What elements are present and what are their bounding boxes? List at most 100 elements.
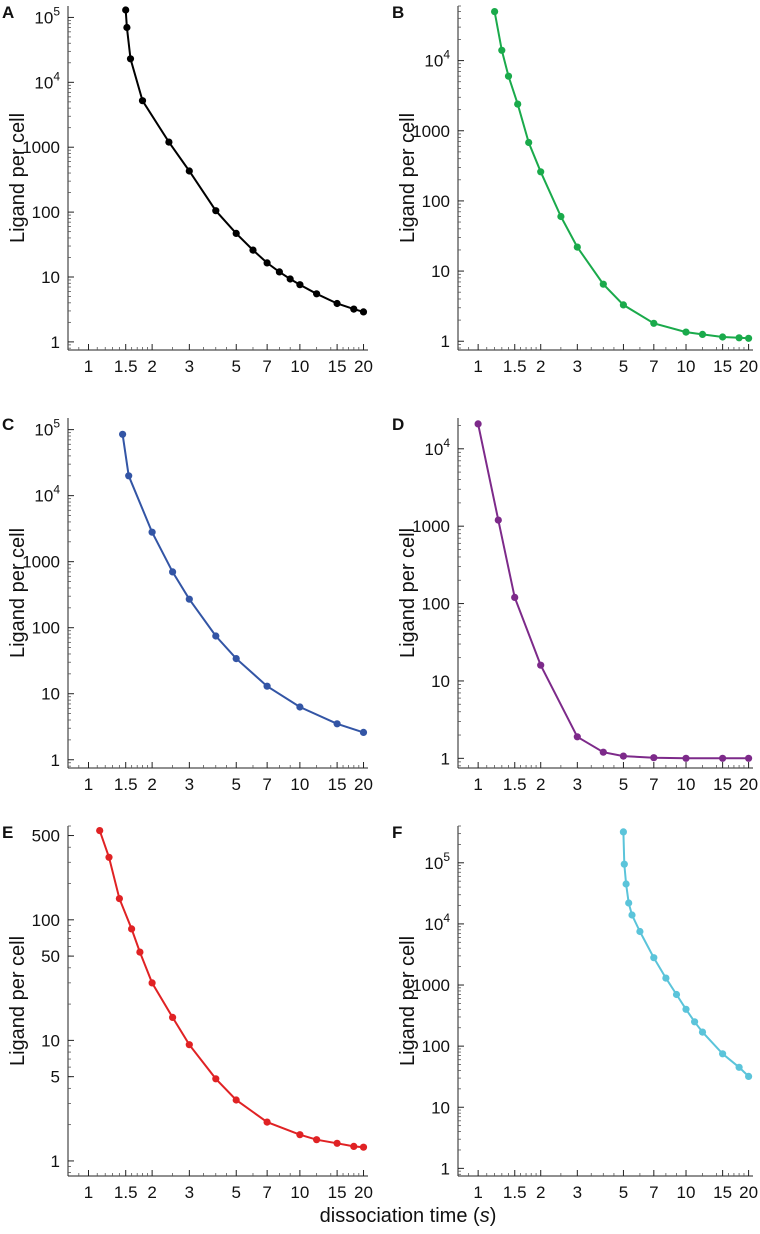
x-tick-label: 10 <box>290 1183 309 1202</box>
data-point <box>105 853 113 861</box>
data-point <box>619 301 628 309</box>
x-tick-label: 10 <box>290 775 309 794</box>
x-tick-label: 20 <box>354 775 373 794</box>
data-point <box>232 1096 240 1104</box>
y-tick-label: 104 <box>34 483 60 506</box>
x-tick-label: 15 <box>713 775 732 794</box>
y-tick-label: 1 <box>51 333 60 352</box>
data-point <box>359 728 368 737</box>
data-point <box>514 100 522 108</box>
x-tick-label: 2 <box>536 357 545 376</box>
data-point <box>359 308 368 316</box>
y-tick-label: 500 <box>32 827 60 846</box>
y-axis-title: Ligand per cell <box>397 936 419 1066</box>
y-tick-label: 1 <box>441 332 450 351</box>
x-tick-label: 5 <box>232 1183 241 1202</box>
x-tick-label: 7 <box>262 357 271 376</box>
data-point <box>745 754 753 762</box>
x-tick-label: 2 <box>536 775 545 794</box>
data-point <box>333 720 341 728</box>
y-tick-label: 105 <box>34 4 60 27</box>
panel-label: B <box>392 3 404 22</box>
y-tick-label: 104 <box>424 911 450 934</box>
x-tick-label: 7 <box>262 1183 271 1202</box>
y-tick-label: 1000 <box>412 122 450 141</box>
data-point <box>263 682 271 690</box>
data-point <box>126 55 135 63</box>
data-point <box>719 333 727 341</box>
y-tick-label: 10 <box>431 672 450 691</box>
x-tick-label: 5 <box>232 357 241 376</box>
data-point <box>619 752 628 760</box>
data-point <box>682 328 690 336</box>
data-point <box>212 1075 220 1083</box>
data-point <box>333 299 341 308</box>
data-point <box>138 97 147 105</box>
y-tick-label: 50 <box>41 947 60 966</box>
x-tick-label: 10 <box>290 357 309 376</box>
x-tick-label: 7 <box>649 357 658 376</box>
data-point <box>691 1018 699 1026</box>
x-tick-label: 5 <box>619 357 628 376</box>
y-tick-label: 1000 <box>412 976 450 995</box>
x-tick-label: 1.5 <box>503 775 527 794</box>
y-tick-label: 100 <box>32 203 60 222</box>
x-tick-label: 3 <box>185 775 194 794</box>
data-point <box>169 568 177 576</box>
data-point <box>123 23 131 32</box>
data-point <box>599 748 607 756</box>
data-point <box>494 516 502 524</box>
y-axis-title: Ligand per cell <box>7 528 29 658</box>
y-tick-label: 100 <box>422 1037 450 1056</box>
data-point <box>599 280 607 288</box>
y-tick-label: 1 <box>441 1159 450 1178</box>
series-line <box>493 11 749 340</box>
data-point <box>745 334 753 342</box>
x-tick-label: 1 <box>84 775 93 794</box>
data-point <box>628 911 636 919</box>
data-point <box>498 46 506 54</box>
data-point <box>557 212 565 221</box>
y-tick-label: 105 <box>424 850 450 873</box>
y-tick-label: 1000 <box>412 517 450 536</box>
x-tick-label: 20 <box>354 1183 373 1202</box>
data-point <box>313 290 321 298</box>
data-point <box>719 754 727 762</box>
y-tick-label: 1 <box>441 749 450 768</box>
x-tick-label: 15 <box>713 357 732 376</box>
x-tick-label: 1 <box>473 1183 482 1202</box>
panel-label: C <box>2 415 14 434</box>
y-tick-label: 100 <box>422 595 450 614</box>
data-point <box>474 420 482 428</box>
x-tick-label: 15 <box>328 357 347 376</box>
x-tick-label: 10 <box>677 1183 696 1202</box>
chart-panel-d: 1 10 100 1000 104 1 1.5 2 3 5 7 10 15 20 Ligand per ce… <box>392 415 758 794</box>
data-point <box>115 895 123 903</box>
data-point <box>650 754 658 762</box>
data-point <box>148 528 156 536</box>
data-point <box>128 925 136 933</box>
y-tick-label: 1000 <box>22 553 60 572</box>
data-point <box>636 927 644 936</box>
data-point <box>296 1131 304 1139</box>
x-tick-label: 7 <box>262 775 271 794</box>
y-axis-title: Ligand per cell <box>397 113 419 243</box>
x-tick-label: 3 <box>185 1183 194 1202</box>
data-point <box>122 6 130 14</box>
data-point <box>573 733 581 741</box>
y-tick-label: 100 <box>32 619 60 638</box>
data-point <box>662 974 670 982</box>
data-point <box>622 880 630 888</box>
x-tick-label: 1.5 <box>503 357 527 376</box>
data-point <box>745 1072 753 1080</box>
data-point <box>286 275 294 283</box>
chart-panel-f: 1 10 100 1000 104 105 1 1.5 2 3 5 7 10 15 20 Ligand per… <box>392 823 758 1202</box>
x-tick-label: 3 <box>573 357 582 376</box>
x-tick-label: 3 <box>573 1183 582 1202</box>
data-point <box>333 1139 341 1147</box>
chart-panel-b: 1 10 100 1000 104 1 1.5 2 3 5 7 10 15 20 Ligand per ce… <box>392 3 758 376</box>
x-tick-label: 2 <box>147 775 156 794</box>
